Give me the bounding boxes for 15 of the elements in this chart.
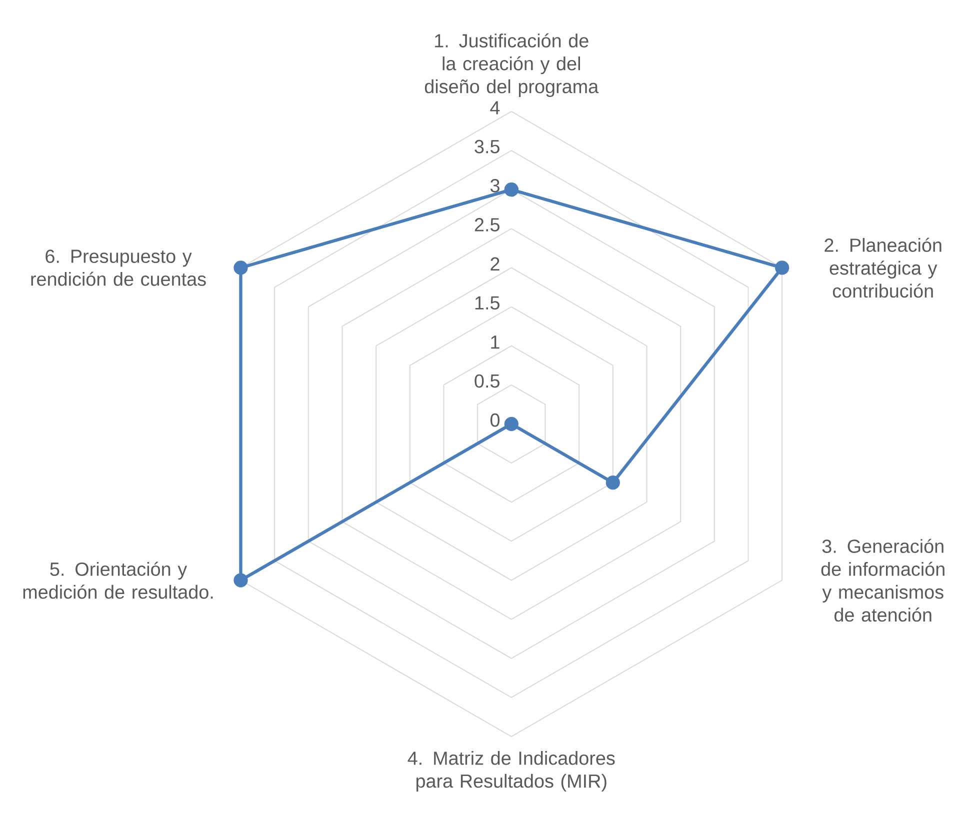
spoke-label: 2. Planeación estratégica y contribución xyxy=(824,238,942,298)
y-tick-label: 0.5 xyxy=(474,374,500,388)
spoke-label: 6. Presupuesto y rendición de cuentas xyxy=(31,250,206,286)
y-tick-label: 4 xyxy=(490,101,500,114)
y-tick-label: 1.5 xyxy=(475,296,500,310)
spoke-label: 3. Generación de información y mecanismos de atención xyxy=(821,538,944,622)
y-tick-label: 2.5 xyxy=(474,218,500,232)
y-tick-label: 2 xyxy=(490,257,500,270)
spoke-label: 1. Justificación de la creación y del diseño del programa xyxy=(424,33,599,97)
spoke-label: 4. Matriz de Indicadores para Resultados (MIR) xyxy=(408,750,615,792)
spoke-label: 5. Orientación y medición de resultado. xyxy=(23,562,213,599)
y-tick-label: 0 xyxy=(490,413,500,427)
y-tick-label: 1 xyxy=(491,336,500,349)
y-tick-label: 3 xyxy=(490,178,500,192)
y-tick-label: 3.5 xyxy=(474,140,500,154)
